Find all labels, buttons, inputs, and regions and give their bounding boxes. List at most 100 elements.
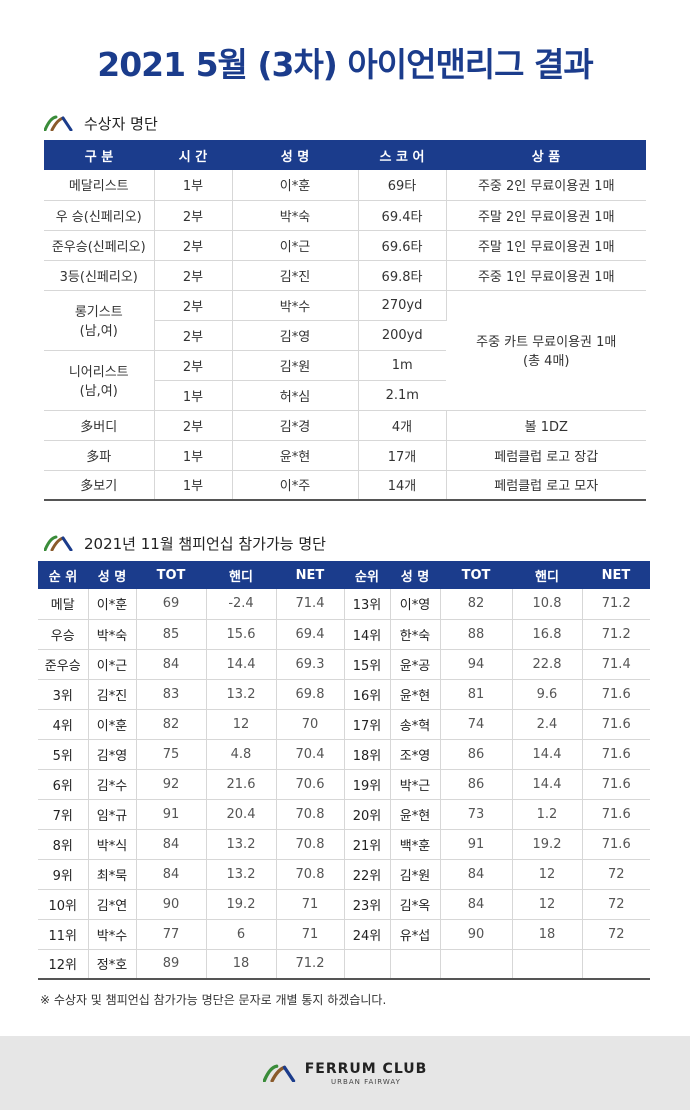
champ-tot: 84 (136, 859, 207, 890)
award-time: 1부 (154, 440, 233, 471)
champ-handicap: 14.4 (206, 649, 277, 680)
champ-net: 72 (582, 859, 650, 890)
champ-player-name: 김*옥 (390, 889, 441, 920)
champ-handicap: 19.2 (512, 829, 583, 860)
champ-handicap: 12 (206, 709, 277, 740)
champ-handicap: 19.2 (206, 889, 277, 920)
awards-row: 多버디 2부 김*경 4개 볼 1DZ (44, 410, 646, 441)
champ-net: 71.2 (582, 589, 650, 620)
award-name: 이*훈 (232, 170, 359, 201)
champ-tot: 91 (136, 799, 207, 830)
champ-net: 71.6 (582, 829, 650, 860)
award-category: 多버디 (44, 410, 155, 441)
champ-handicap: 22.8 (512, 649, 583, 680)
champ-player-name: 임*규 (88, 799, 137, 830)
shared-cart-prize-line2: (총 4매) (523, 354, 570, 369)
awards-row: 메달리스트 1부 이*훈 69타 주중 2인 무료이용권 1매 (44, 170, 646, 201)
award-score: 69.8타 (358, 260, 447, 291)
ferrum-logo-icon (44, 535, 73, 551)
awards-section-title: 수상자 명단 (84, 114, 158, 133)
champ-tot: 84 (440, 889, 513, 920)
table-row: 10위 김*연 90 19.2 71 23위 김*옥 84 12 72 (38, 889, 650, 920)
champ-handicap: 16.8 (512, 619, 583, 650)
champ-net: 71.6 (582, 769, 650, 800)
nearest-category: 니어리스트 (남,여) (44, 350, 155, 411)
brand-subtitle: URBAN FAIRWAY (331, 1077, 401, 1086)
footer-brand: FERRUM CLUB URBAN FAIRWAY (305, 1061, 428, 1086)
nearest-category-line2: (남,여) (79, 384, 118, 399)
champ-handicap: 14.4 (512, 739, 583, 770)
champ-tot: 77 (136, 919, 207, 950)
award-score: 4개 (358, 410, 447, 441)
header-category: 구 분 (44, 140, 154, 170)
champ-rank: 16위 (343, 679, 391, 710)
champ-tot: 94 (440, 649, 513, 680)
award-time: 1부 (154, 170, 233, 201)
champ-tot: 83 (136, 679, 207, 710)
champ-player-name: 윤*공 (390, 649, 441, 680)
awards-row: 롱기스트 (남,여) 2부 박*수 270yd 주중 카트 무료이용권 1매 (총 4매) (44, 290, 646, 411)
awards-row: 2부 김*영 200yd (44, 320, 646, 351)
award-score: 69.6타 (358, 230, 447, 261)
award-score: 1m (358, 350, 446, 381)
awards-header-row: 구 분 시 간 성 명 스 코 어 상 품 (44, 140, 646, 170)
champ-net: 70.8 (276, 829, 345, 860)
champ-rank: 15위 (343, 649, 391, 680)
header-net-right: NET (582, 561, 650, 589)
champ-net: 71.6 (582, 739, 650, 770)
champ-tot: 90 (136, 889, 207, 920)
champ-handicap: 12 (512, 889, 583, 920)
champ-player-name: 김*원 (390, 859, 441, 890)
award-prize: 주중 2인 무료이용권 1매 (446, 170, 646, 201)
table-row: 8위 박*식 84 13.2 70.8 21위 백*훈 91 19.2 71.6 (38, 829, 650, 860)
champ-net: 72 (582, 889, 650, 920)
champ-handicap: 4.8 (206, 739, 277, 770)
champ-net: 72 (582, 919, 650, 950)
champ-player-name: 최*묵 (88, 859, 137, 890)
award-prize: 주말 2인 무료이용권 1매 (446, 200, 646, 231)
champ-player-name: 박*숙 (88, 619, 137, 650)
award-category: 우 승(신페리오) (44, 200, 155, 231)
champ-rank: 6위 (38, 769, 89, 800)
champ-tot: 89 (136, 949, 207, 979)
champ-tot: 81 (440, 679, 513, 710)
table-row: 4위 이*훈 82 12 70 17위 송*혁 74 2.4 71.6 (38, 709, 650, 740)
champ-tot: 75 (136, 739, 207, 770)
award-time: 2부 (154, 290, 233, 321)
award-name: 이*근 (232, 230, 359, 261)
champ-handicap: 6 (206, 919, 277, 950)
champ-handicap: 9.6 (512, 679, 583, 710)
award-prize: 페럼클럽 로고 모자 (494, 479, 599, 495)
champ-handicap: 20.4 (206, 799, 277, 830)
champ-player-name: 김*영 (88, 739, 137, 770)
header-rank: 순 위 (38, 561, 88, 589)
champ-net: 70.8 (276, 859, 345, 890)
champ-handicap: 14.4 (512, 769, 583, 800)
award-prize: 페럼클럽 로고 장갑 (446, 440, 646, 471)
table-row: 11위 박*수 77 6 71 24위 유*섭 90 18 72 (38, 919, 650, 950)
champ-rank: 5위 (38, 739, 89, 770)
table-row: 우승 박*숙 85 15.6 69.4 14위 한*숙 88 16.8 71.2 (38, 619, 650, 650)
award-time: 1부 (154, 380, 233, 411)
award-category: 多파 (44, 440, 155, 471)
champ-handicap: -2.4 (206, 589, 277, 620)
award-score: 270yd (358, 290, 447, 321)
champ-net: 71.2 (582, 619, 650, 650)
champ-net: 69.3 (276, 649, 345, 680)
champ-player-name: 이*영 (390, 589, 441, 620)
awards-row: 니어리스트 (남,여) 2부 김*원 1m (44, 350, 646, 411)
award-name: 김*진 (232, 260, 359, 291)
champ-rank: 준우승 (38, 649, 89, 680)
champ-tot: 82 (440, 589, 513, 620)
table-row: 7위 임*규 91 20.4 70.8 20위 윤*현 73 1.2 71.6 (38, 799, 650, 830)
champ-handicap: 2.4 (512, 709, 583, 740)
champ-net: 70.8 (276, 799, 345, 830)
champ-player-name: 김*연 (88, 889, 137, 920)
longest-category: 롱기스트 (남,여) (44, 290, 155, 351)
award-name: 허*심 (232, 380, 359, 411)
champ-net: 70 (276, 709, 345, 740)
champ-rank: 17위 (343, 709, 391, 740)
shared-cart-prize-line1: 주중 카트 무료이용권 1매 (476, 335, 617, 350)
award-category: 多보기 (44, 470, 155, 500)
